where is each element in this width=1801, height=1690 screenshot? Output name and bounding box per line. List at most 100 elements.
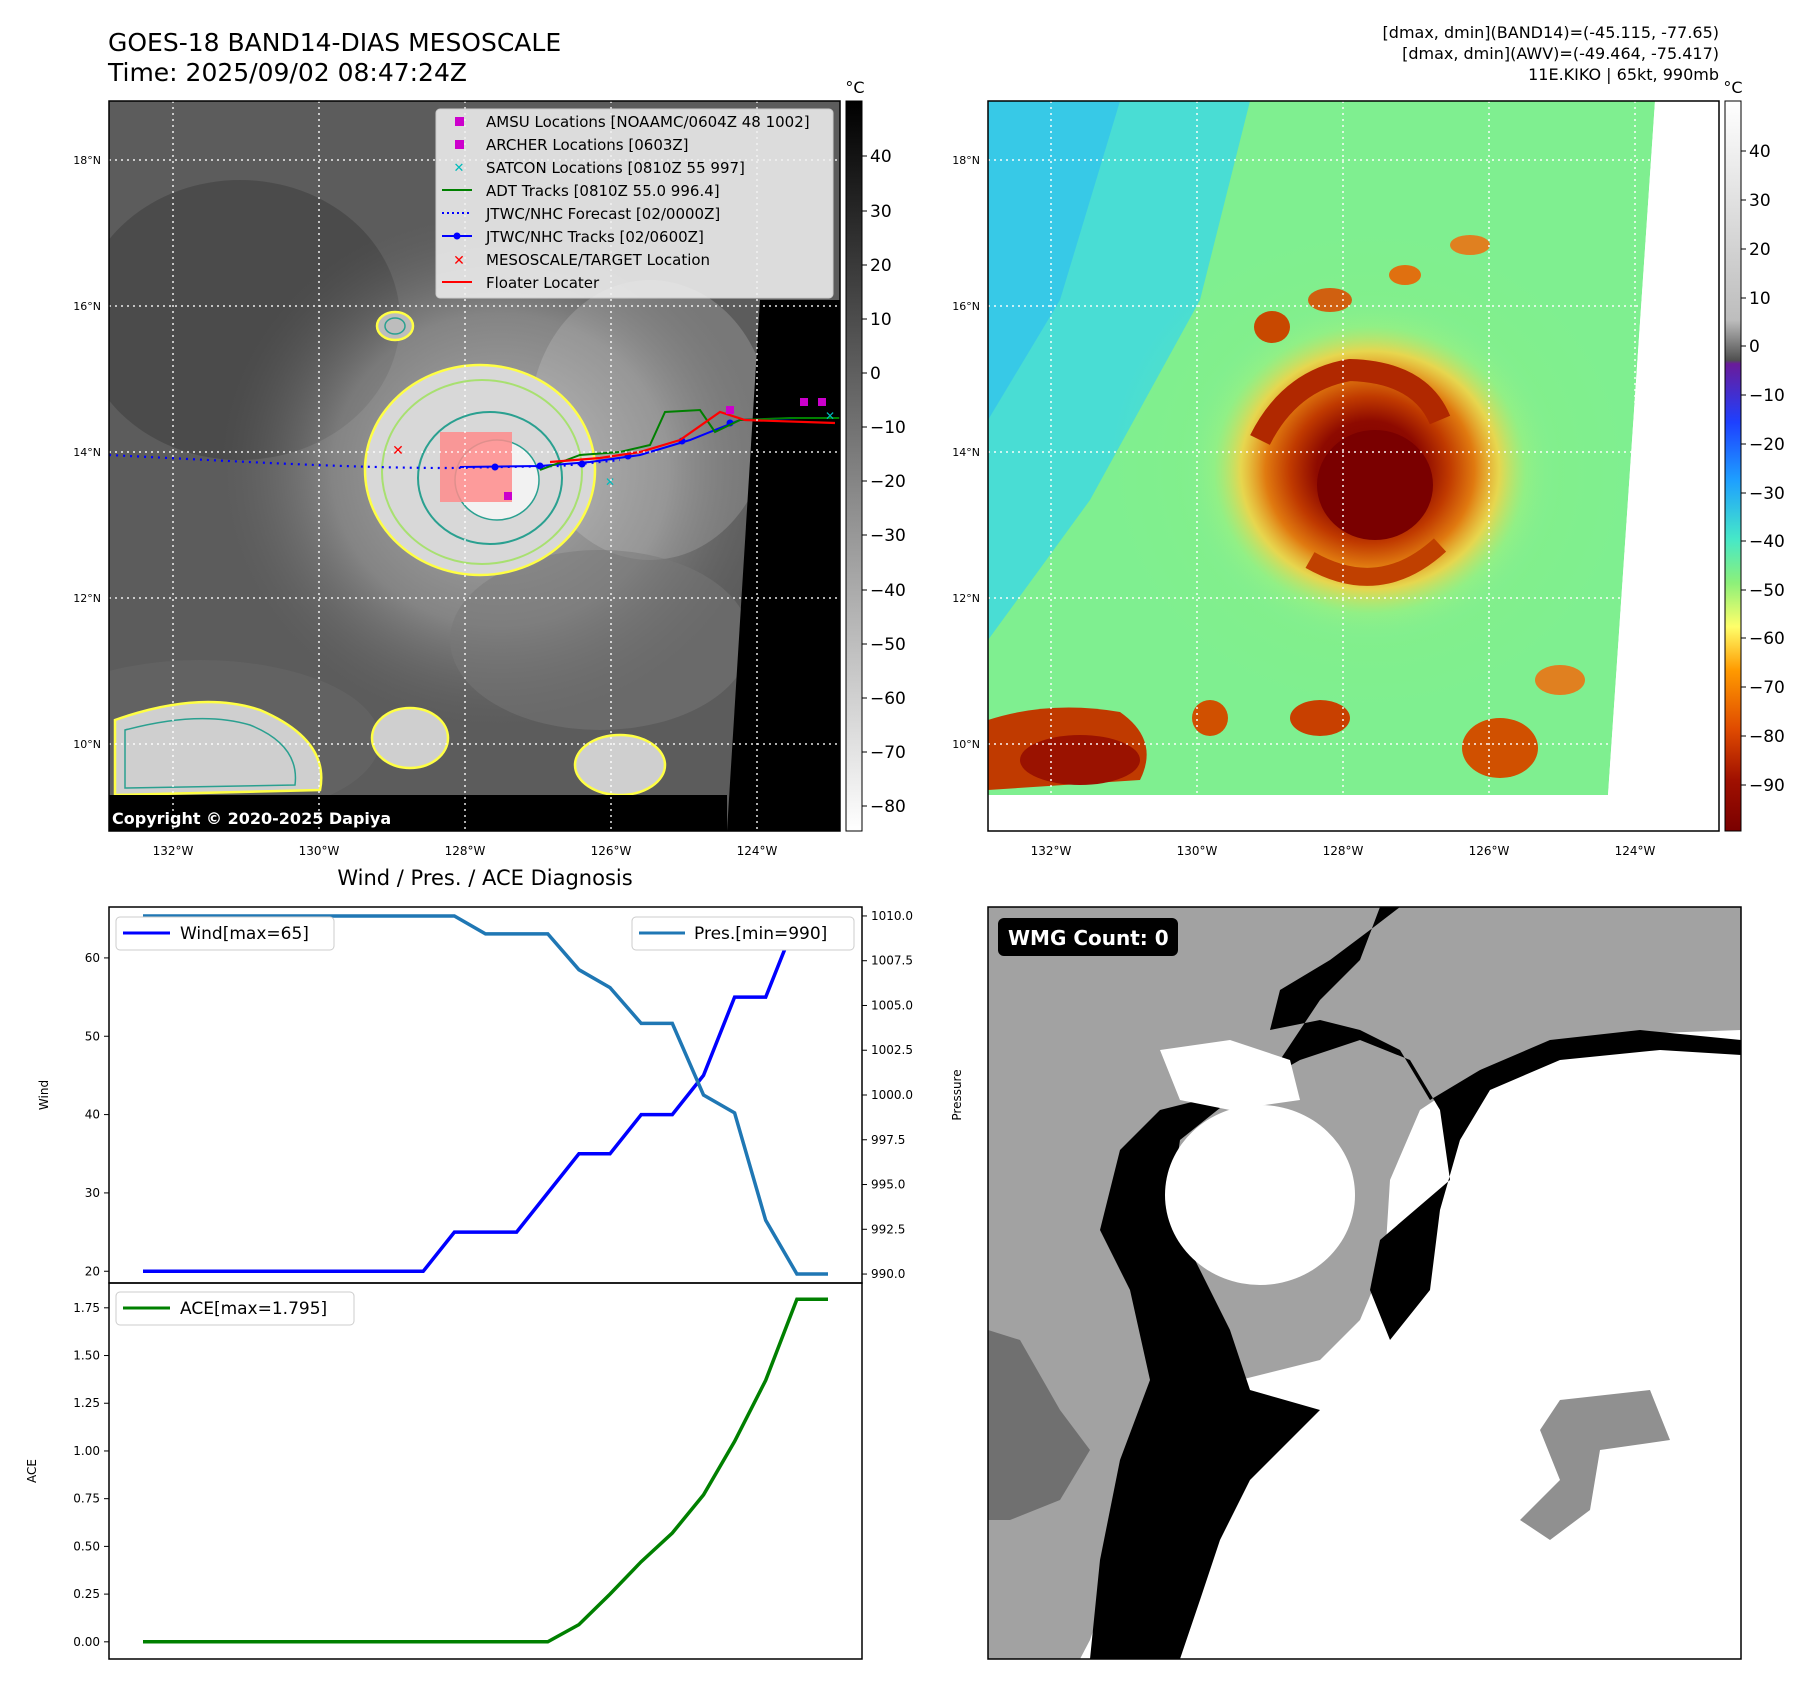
wmg-small-cell — [1520, 1390, 1670, 1540]
legend-archer: ARCHER Locations [0603Z] — [486, 136, 689, 154]
colorbar2-tick: −80 — [1749, 727, 1785, 747]
colorbar2-tick: 20 — [1749, 240, 1771, 260]
wind-axis-label: Wind — [37, 1080, 51, 1110]
map2-lat-tick: 14°N — [952, 446, 980, 459]
map2-lon-tick: 130°W — [1177, 844, 1218, 858]
pressure-axis-label: Pressure — [950, 1069, 964, 1120]
stat-awv: [dmax, dmin](AWV)=(-49.464, -75.417) — [1402, 44, 1719, 63]
colorbar2-tick: 30 — [1749, 191, 1771, 211]
pressure-tick: 1000.0 — [871, 1088, 913, 1102]
pressure-tick: 990.0 — [871, 1267, 905, 1281]
legend-archer-symbol — [455, 140, 464, 149]
colorbar2-tick: −30 — [1749, 484, 1785, 504]
ace-tick: 0.00 — [73, 1635, 100, 1649]
pressure-legend-label: Pres.[min=990] — [694, 924, 827, 944]
map1-lon-tick: 126°W — [591, 844, 632, 858]
colorbar1-tick: −80 — [870, 797, 906, 817]
ir-eye-region — [1317, 430, 1433, 540]
colorbar1-tick: −10 — [870, 418, 906, 438]
wind-legend — [115, 916, 335, 951]
pressure-legend — [631, 916, 855, 951]
legend-satcon-symbol: ✕ — [454, 161, 465, 176]
ace-tick: 0.75 — [73, 1492, 100, 1506]
map-ticks: 132°W 132°W 130°W 130°W 128°W 128°W 126°W 126°W… — [73, 142, 1785, 858]
wmg-gray-region — [988, 907, 1741, 1659]
colorbar2-tick: −90 — [1749, 776, 1785, 796]
wind-tick: 60 — [85, 951, 100, 965]
pressure-series-line — [143, 914, 828, 1276]
ace-tick: 1.25 — [73, 1396, 100, 1410]
colorbar1-tick: −30 — [870, 526, 906, 546]
pressure-tick: 1005.0 — [871, 998, 913, 1012]
wmg-panel: WMG Count: 0 — [987, 906, 1742, 1660]
map1-lon-tick: 130°W — [299, 844, 340, 858]
map1-lat-tick: 18°N — [73, 154, 101, 167]
colorbar-grayscale: °C — [845, 78, 865, 832]
colorbar1-tick: −70 — [870, 743, 906, 763]
pressure-tick: 997.5 — [871, 1133, 905, 1147]
svg-text:✕: ✕ — [825, 409, 835, 423]
pressure-tick: 1007.5 — [871, 954, 913, 968]
colorbar1-tick: −40 — [870, 581, 906, 601]
wmg-count-badge — [998, 918, 1178, 956]
colorbar2-tick: −50 — [1749, 581, 1785, 601]
ace-ticks: 0.00 0.25 0.50 0.75 1.00 1.25 1.50 1.75 — [73, 1301, 109, 1649]
ace-legend — [115, 1291, 355, 1326]
colorbar2-tick: −40 — [1749, 532, 1785, 552]
wind-pressure-chart: Wind / Pres. / ACE Diagnosis Wind Pressu… — [37, 866, 964, 1284]
colorbar1-tick: 20 — [870, 256, 892, 276]
wind-pressure-frame — [108, 906, 863, 1284]
legend-target: MESOSCALE/TARGET Location — [486, 251, 710, 269]
colorbar2-tick: 10 — [1749, 289, 1771, 309]
colorbar2-tick: −70 — [1749, 678, 1785, 698]
colorbar2-tick: 40 — [1749, 142, 1771, 162]
copyright: Copyright © 2020-2025 Dapiya — [112, 809, 391, 828]
colorbar1-tick: 40 — [870, 147, 892, 167]
wind-pressure-series — [143, 914, 828, 1276]
ace-tick: 1.00 — [73, 1444, 100, 1458]
colorbar2-tick: −10 — [1749, 386, 1785, 406]
colorbar2-tick: −20 — [1749, 435, 1785, 455]
legend-amsu: AMSU Locations [NOAAMC/0604Z 48 1002] — [486, 113, 810, 131]
map2-lat-tick: 16°N — [952, 300, 980, 313]
legend-tracks: JTWC/NHC Tracks [02/0600Z] — [485, 228, 704, 246]
ir-map-legend: AMSU Locations [NOAAMC/0604Z 48 1002] AR… — [435, 108, 834, 299]
map2-lat-tick: 12°N — [952, 592, 980, 605]
storm-info: 11E.KIKO | 65kt, 990mb — [1528, 65, 1719, 84]
map1-lon-tick: 128°W — [445, 844, 486, 858]
diagnosis-title: Wind / Pres. / ACE Diagnosis — [337, 866, 632, 890]
ace-tick: 0.25 — [73, 1587, 100, 1601]
wind-tick: 40 — [85, 1108, 100, 1122]
map2-lat-tick: 10°N — [952, 738, 980, 751]
legend-amsu-symbol — [455, 117, 464, 126]
wind-tick: 50 — [85, 1029, 100, 1043]
ace-frame — [108, 1282, 863, 1660]
colorbar2-tick: −60 — [1749, 629, 1785, 649]
colorbar1-tick: 10 — [870, 310, 892, 330]
map1-lat-tick: 16°N — [73, 300, 101, 313]
satcon-marker: ✕ — [605, 475, 615, 489]
legend-target-symbol: ✕ — [453, 253, 465, 269]
map1-lat-tick: 14°N — [73, 446, 101, 459]
colorbar1-tick: −20 — [870, 472, 906, 492]
ir-color-map-panel — [987, 100, 1720, 832]
map2-lon-tick: 126°W — [1469, 844, 1510, 858]
ace-tick: 1.50 — [73, 1349, 100, 1363]
figure-time: Time: 2025/09/02 08:47:24Z — [107, 58, 467, 87]
map2-lat-tick: 18°N — [952, 154, 980, 167]
colorbar2-tick: 0 — [1749, 337, 1760, 357]
ace-series — [143, 1297, 828, 1644]
legend-floater: Floater Locater — [486, 274, 600, 292]
floater-track — [549, 410, 836, 464]
colorbar1-tick: −50 — [870, 635, 906, 655]
wind-tick: 20 — [85, 1264, 100, 1278]
map2-lon-tick: 124°W — [1615, 844, 1656, 858]
ace-tick: 0.50 — [73, 1539, 100, 1553]
map2-lon-tick: 132°W — [1031, 844, 1072, 858]
colorbar1-tick: 30 — [870, 202, 892, 222]
wmg-count: WMG Count: 0 — [1008, 926, 1169, 950]
pressure-tick: 1010.0 — [871, 909, 913, 923]
ace-chart: ACE 0.00 0.25 0.50 0.75 1.00 1.25 1.50 1.75 ACE… — [25, 1282, 863, 1660]
wind-pressure-ticks: 20 30 40 50 60 990.0 992.5 995.0 997.5 1000.0 1002… — [85, 909, 913, 1281]
wind-legend-label: Wind[max=65] — [180, 924, 309, 944]
